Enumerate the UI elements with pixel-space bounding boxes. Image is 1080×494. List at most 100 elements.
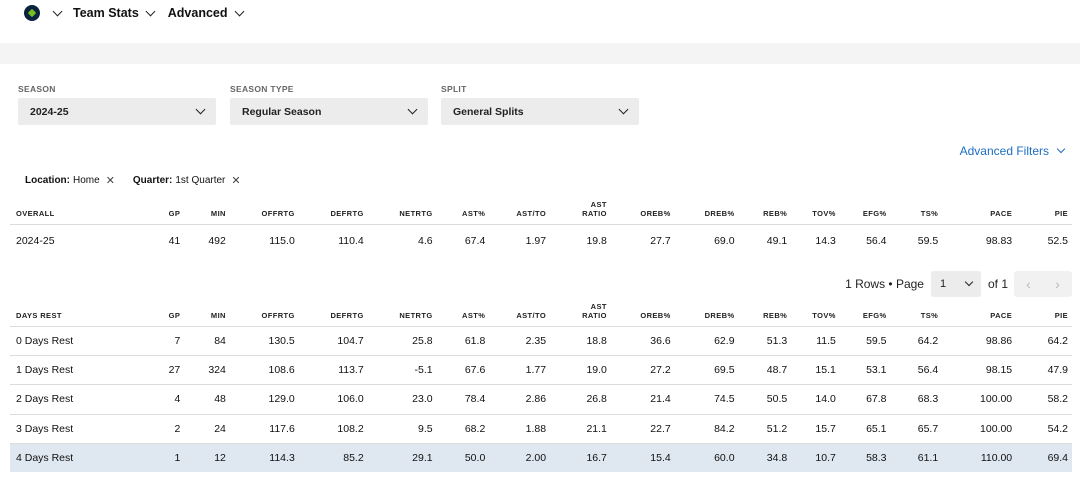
header-row: OVERALL GP MIN OFFRTG DEFRTG NETRTG AST% AST/TO… — [10, 200, 1072, 225]
column-header[interactable]: TOV% — [812, 311, 836, 320]
column-header[interactable]: AST% — [462, 209, 486, 218]
stat-cell: 60.0 — [674, 442, 739, 473]
stat-cell: 48.7 — [738, 355, 792, 385]
stat-cell: 115.0 — [229, 224, 299, 257]
column-header[interactable]: OFFRTG — [261, 209, 295, 218]
stat-cell: 14.0 — [791, 384, 840, 415]
season-type-select[interactable]: Regular Season — [230, 98, 428, 125]
column-header[interactable]: AST% — [462, 311, 486, 320]
table-row: 2024-25 41 492 115.0 110.4 4.6 67.4 1.97 19.8 27.… — [10, 224, 1072, 257]
column-header[interactable]: DREB% — [704, 311, 735, 320]
column-header[interactable]: GP — [168, 209, 181, 218]
chevron-down-icon — [1056, 144, 1066, 154]
chip-value: 1st Quarter — [175, 175, 226, 186]
split-select[interactable]: General Splits — [441, 98, 639, 125]
row-label: 2024-25 — [10, 224, 132, 257]
stat-cell: 78.4 — [436, 384, 490, 415]
advanced-label: Advanced — [167, 6, 228, 20]
stat-cell: 61.1 — [890, 442, 943, 473]
page-number: 1 — [939, 278, 947, 290]
chevron-down-icon — [964, 277, 974, 287]
table-row: 1 Days Rest 27 324 108.6 113.7 -5.1 67.6 1.77 19… — [10, 355, 1072, 385]
team-logo-icon[interactable] — [24, 5, 40, 21]
header-row: DAYS REST GP MIN OFFRTG DEFRTG NETRTG AST% AST/… — [10, 302, 1072, 327]
prev-page-button[interactable]: ‹ — [1026, 276, 1031, 292]
season-type-filter: SEASON TYPE Regular Season — [230, 84, 428, 125]
column-header[interactable]: PIE — [1054, 209, 1068, 218]
column-header[interactable]: NETRTG — [399, 209, 433, 218]
column-header[interactable]: TS% — [920, 209, 939, 218]
column-header[interactable]: DEFRTG — [330, 311, 364, 320]
advanced-menu[interactable]: Advanced — [167, 6, 244, 20]
stat-cell: 36.6 — [610, 325, 675, 356]
season-value: 2024-25 — [30, 105, 69, 118]
column-header[interactable]: TS% — [920, 311, 939, 320]
stat-cell: 41 — [131, 224, 185, 257]
stat-cell: 2.35 — [489, 325, 551, 356]
season-select[interactable]: 2024-25 — [18, 98, 216, 125]
stat-cell: 18.8 — [550, 325, 611, 356]
stat-cell: 130.5 — [229, 325, 299, 356]
column-header[interactable]: NETRTG — [399, 311, 433, 320]
advanced-filters-toggle[interactable]: Advanced Filters — [959, 144, 1066, 158]
column-header[interactable]: AST/TO — [516, 209, 547, 218]
column-header[interactable]: REB% — [763, 311, 788, 320]
stat-cell: 11.5 — [791, 325, 840, 356]
column-header[interactable]: PACE — [990, 311, 1013, 320]
row-label: 2 Days Rest — [10, 384, 132, 415]
table-row: 2 Days Rest 4 48 129.0 106.0 23.0 78.4 2.86 26.8… — [10, 384, 1072, 415]
column-header[interactable]: AST/TO — [516, 311, 547, 320]
next-page-button[interactable]: › — [1055, 276, 1060, 292]
stat-cell: 67.8 — [839, 384, 891, 415]
table-row: 0 Days Rest 7 84 130.5 104.7 25.8 61.8 2.35 18.8… — [10, 325, 1072, 356]
column-header[interactable]: PACE — [990, 209, 1013, 218]
stat-cell: 108.6 — [229, 355, 299, 385]
stat-cell: 108.2 — [298, 413, 368, 444]
column-header[interactable]: OVERALL — [16, 209, 55, 218]
stat-cell: 51.2 — [738, 413, 792, 444]
column-header[interactable]: GP — [168, 311, 181, 320]
stat-cell: 27 — [131, 355, 185, 385]
stat-cell: 106.0 — [298, 384, 368, 415]
column-header[interactable]: MIN — [210, 209, 226, 218]
column-header[interactable]: OFFRTG — [261, 311, 295, 320]
top-nav: Team Stats Advanced — [0, 0, 1080, 26]
column-header[interactable]: OREB% — [640, 311, 671, 320]
stat-cell: 110.00 — [942, 442, 1017, 473]
close-icon[interactable]: ✕ — [231, 175, 241, 187]
active-filter-chips: Location: Home ✕ Quarter: 1st Quarter ✕ — [25, 174, 259, 187]
stat-cell: 69.4 — [1016, 442, 1072, 473]
close-icon[interactable]: ✕ — [105, 175, 115, 187]
column-header[interactable]: PIE — [1054, 311, 1068, 320]
column-header[interactable]: OREB% — [640, 209, 671, 218]
column-header[interactable]: DREB% — [704, 209, 735, 218]
team-chevron-down-icon[interactable] — [52, 6, 63, 16]
page-count: of 1 — [987, 277, 1008, 291]
stat-cell: 2 — [131, 413, 185, 444]
stat-cell: 1 — [131, 442, 185, 473]
advanced-filters-label: Advanced Filters — [959, 144, 1049, 158]
stat-cell: 27.2 — [610, 355, 675, 385]
column-header[interactable]: AST RATIO — [582, 302, 607, 320]
column-header[interactable]: DAYS REST — [16, 311, 62, 320]
stat-cell: 85.2 — [298, 442, 368, 473]
stat-cell: 69.5 — [674, 355, 739, 385]
column-header[interactable]: TOV% — [812, 209, 836, 218]
stat-cell: 113.7 — [298, 355, 368, 385]
column-header[interactable]: DEFRTG — [330, 209, 364, 218]
column-header[interactable]: MIN — [210, 311, 226, 320]
season-filter: SEASON 2024-25 — [18, 84, 216, 125]
column-header[interactable]: EFG% — [862, 311, 887, 320]
stat-cell: 12 — [184, 442, 230, 473]
days-rest-table: DAYS REST GP MIN OFFRTG DEFRTG NETRTG AST% AST/… — [10, 302, 1072, 473]
column-header[interactable]: REB% — [763, 209, 788, 218]
pager: 1 Rows • Page 1 of 1 ‹ › — [845, 271, 1072, 297]
team-stats-menu[interactable]: Team Stats — [73, 6, 156, 20]
stat-cell: 98.83 — [942, 224, 1017, 257]
column-header[interactable]: EFG% — [862, 209, 887, 218]
page-select[interactable]: 1 — [930, 271, 981, 297]
column-header[interactable]: AST RATIO — [582, 200, 607, 218]
stat-cell: 56.4 — [890, 355, 943, 385]
stat-cell: 29.1 — [367, 442, 437, 473]
table-row: 4 Days Rest 1 12 114.3 85.2 29.1 50.0 2.00 16.7 1… — [10, 442, 1072, 473]
